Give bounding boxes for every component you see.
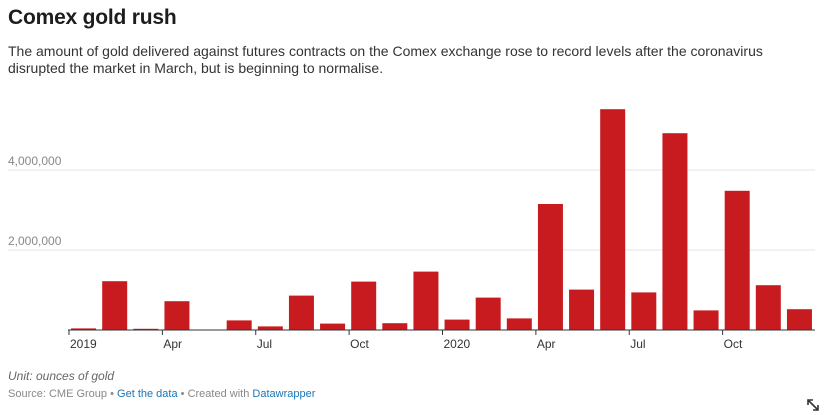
x-tick-label: 2019 xyxy=(70,337,97,351)
x-tick-label: Apr xyxy=(163,337,182,351)
bar[interactable]: Dec 2019 xyxy=(413,271,439,330)
bar[interactable]: Nov 2020 xyxy=(755,285,781,330)
datawrapper-link[interactable]: Datawrapper xyxy=(252,388,316,400)
bar[interactable]: Mar 2020 xyxy=(506,318,532,330)
bar[interactable]: May 2020 xyxy=(569,289,595,330)
x-tick-label: 2020 xyxy=(444,337,471,351)
get-data-link[interactable]: Get the data xyxy=(117,388,178,400)
bar[interactable]: Mar 2019 xyxy=(133,328,159,330)
bar[interactable]: Jan 2020 xyxy=(444,319,470,330)
bar[interactable]: Oct 2019 xyxy=(351,281,377,330)
bar[interactable]: Aug 2019 xyxy=(288,295,314,330)
bar[interactable]: Nov 2019 xyxy=(382,323,408,330)
x-axis-ticks: 2019 Apr Jul Oct 2020 Apr Jul Oct xyxy=(68,330,743,351)
bar[interactable]: Apr 2019 xyxy=(164,301,190,330)
created-with-text: Created with xyxy=(187,388,250,400)
bar[interactable]: Jul 2020 xyxy=(631,292,657,330)
chart-notes: Unit: ounces of gold xyxy=(8,369,115,383)
y-tick-label: 4,000,000 xyxy=(8,154,62,168)
bar[interactable]: Jun 2020 xyxy=(600,109,626,330)
bar[interactable]: Aug 2020 xyxy=(662,133,688,330)
bar[interactable]: Sep 2020 xyxy=(693,310,719,330)
footer: Source: CME Group • Get the data • Creat… xyxy=(8,388,315,400)
bar[interactable]: Jan 2019 xyxy=(71,328,97,330)
chart-title: Comex gold rush xyxy=(8,6,177,29)
bar[interactable]: Dec 2020 xyxy=(786,309,812,330)
bar[interactable]: Jul 2019 xyxy=(257,326,283,330)
bar[interactable]: Feb 2019 xyxy=(102,281,128,330)
expand-arrows-icon[interactable] xyxy=(806,398,820,412)
x-tick-label: Oct xyxy=(350,337,369,351)
x-tick-label: Jul xyxy=(257,337,272,351)
x-tick-label: Apr xyxy=(537,337,556,351)
x-tick-label: Jul xyxy=(630,337,645,351)
separator: • xyxy=(110,388,114,400)
bar[interactable]: Oct 2020 xyxy=(724,190,750,330)
separator: • xyxy=(180,388,185,400)
bar[interactable]: Feb 2020 xyxy=(475,297,501,330)
bar[interactable]: Apr 2020 xyxy=(537,204,563,330)
bar-chart: 2,000,000 4,000,000 Jan 2019 Feb 2019 Mar 2… xyxy=(8,109,815,351)
y-tick-label: 2,000,000 xyxy=(8,234,62,248)
bar[interactable]: Sep 2019 xyxy=(320,323,346,330)
source-text: Source: CME Group xyxy=(8,388,108,400)
grid-lines: 2,000,000 4,000,000 xyxy=(8,154,815,251)
bar[interactable]: Jun 2019 xyxy=(226,320,252,330)
x-tick-label: Oct xyxy=(724,337,743,351)
chart-subtitle: The amount of gold delivered against fut… xyxy=(8,43,763,76)
